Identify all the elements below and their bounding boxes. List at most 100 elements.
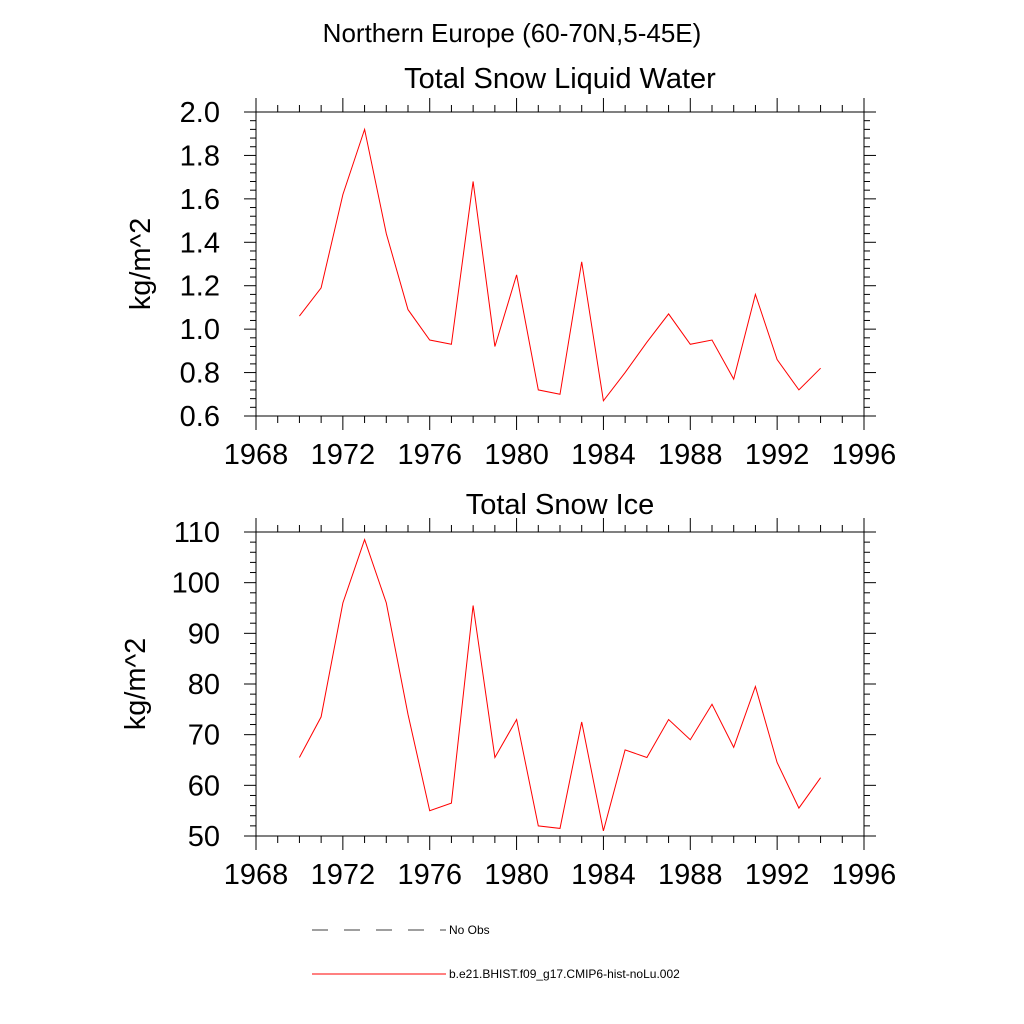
data-point <box>711 704 712 705</box>
data-point <box>668 313 669 314</box>
data-point <box>494 346 495 347</box>
x-tick-label: 1996 <box>832 859 897 891</box>
y-tick-label: 50 <box>188 821 220 853</box>
y-tick-label: 110 <box>174 517 220 549</box>
data-point <box>798 808 799 809</box>
data-point <box>559 828 560 829</box>
data-point <box>690 739 691 740</box>
plot-frame <box>255 531 865 837</box>
y-tick-label: 1.2 <box>180 271 220 303</box>
series-line <box>298 538 822 832</box>
x-tick-label: 1992 <box>745 859 810 891</box>
x-tick-label: 1968 <box>224 439 289 471</box>
axes-ticks: 1968 1972 1976 1980 1984 1988 1992 1996 0.6 0.8 1.… <box>180 97 897 471</box>
data-point <box>777 762 778 763</box>
x-tick-label: 1972 <box>311 859 376 891</box>
x-tick-label: 1988 <box>658 859 723 891</box>
data-point <box>625 749 626 750</box>
data-point <box>299 757 300 758</box>
chart-panel-snow-ice: Total Snow Ice kg/m^2 1968 1972 1976 1980 19… <box>120 489 896 891</box>
data-point <box>299 316 300 317</box>
data-point <box>451 344 452 345</box>
y-tick-label: 2.0 <box>180 97 220 129</box>
x-tick-label: 1976 <box>397 439 462 471</box>
series-layer <box>298 538 822 832</box>
y-tick-label: 60 <box>188 770 220 802</box>
data-point <box>451 802 452 803</box>
y-tick-label: 0.6 <box>180 401 220 433</box>
x-tick-label: 1984 <box>571 439 636 471</box>
chart-title: Total Snow Ice <box>466 489 655 521</box>
x-tick-label: 1968 <box>224 859 289 891</box>
data-point <box>755 294 756 295</box>
data-point <box>733 747 734 748</box>
data-point <box>342 194 343 195</box>
data-point <box>798 389 799 390</box>
x-tick-label: 1984 <box>571 859 636 891</box>
data-point <box>711 339 712 340</box>
series-line <box>299 127 821 403</box>
data-point <box>646 342 647 343</box>
legend: No Obs b.e21.BHIST.f09_g17.CMIP6-hist-no… <box>312 923 680 981</box>
y-tick-label: 1.4 <box>180 227 220 259</box>
data-point <box>820 777 821 778</box>
data-point <box>603 400 604 401</box>
y-tick-label: 0.8 <box>180 358 220 390</box>
y-tick-label: 1.6 <box>180 184 220 216</box>
y-axis-label: kg/m^2 <box>120 638 152 731</box>
data-point <box>755 686 756 687</box>
data-point <box>429 810 430 811</box>
chart-panel-snow-liquid-water: Total Snow Liquid Water kg/m^2 1968 1972 1… <box>125 63 896 471</box>
x-tick-label: 1976 <box>397 859 462 891</box>
data-point <box>668 719 669 720</box>
data-point <box>407 714 408 715</box>
data-point <box>777 359 778 360</box>
series-layer <box>299 127 821 403</box>
data-point <box>494 757 495 758</box>
data-point <box>473 181 474 182</box>
data-point <box>690 344 691 345</box>
x-tick-label: 1980 <box>484 439 549 471</box>
data-point <box>581 261 582 262</box>
data-point <box>364 129 365 130</box>
legend-label-model: b.e21.BHIST.f09_g17.CMIP6-hist-noLu.002 <box>449 967 680 981</box>
x-tick-label: 1980 <box>484 859 549 891</box>
data-point <box>386 233 387 234</box>
chart-title: Total Snow Liquid Water <box>404 63 716 95</box>
y-tick-label: 80 <box>188 669 220 701</box>
data-point <box>321 287 322 288</box>
data-point <box>516 719 517 720</box>
x-tick-label: 1988 <box>658 439 723 471</box>
data-point <box>581 721 582 722</box>
data-point <box>473 605 474 606</box>
data-point <box>820 368 821 369</box>
y-tick-label: 1.8 <box>180 140 220 172</box>
data-point <box>516 274 517 275</box>
data-point <box>364 539 365 540</box>
data-point <box>603 830 604 831</box>
data-point <box>559 394 560 395</box>
plot-frame <box>255 111 865 417</box>
axes-ticks: 1968 1972 1976 1980 1984 1988 1992 1996 50 60 70 80… <box>172 517 897 891</box>
y-tick-label: 70 <box>188 720 220 752</box>
legend-label-no-obs: No Obs <box>449 923 490 937</box>
x-tick-label: 1992 <box>745 439 810 471</box>
y-axis-label: kg/m^2 <box>125 218 157 311</box>
figure-suptitle: Northern Europe (60-70N,5-45E) <box>323 18 702 48</box>
data-point <box>538 389 539 390</box>
data-point <box>538 825 539 826</box>
data-point <box>321 716 322 717</box>
y-tick-label: 90 <box>188 618 220 650</box>
data-point <box>342 602 343 603</box>
data-point <box>733 378 734 379</box>
y-tick-label: 100 <box>172 568 220 600</box>
x-tick-label: 1972 <box>311 439 376 471</box>
y-tick-label: 1.0 <box>180 314 220 346</box>
data-point <box>386 602 387 603</box>
data-point <box>646 757 647 758</box>
data-point <box>625 372 626 373</box>
x-tick-label: 1996 <box>832 439 897 471</box>
data-point <box>407 309 408 310</box>
data-point <box>429 339 430 340</box>
